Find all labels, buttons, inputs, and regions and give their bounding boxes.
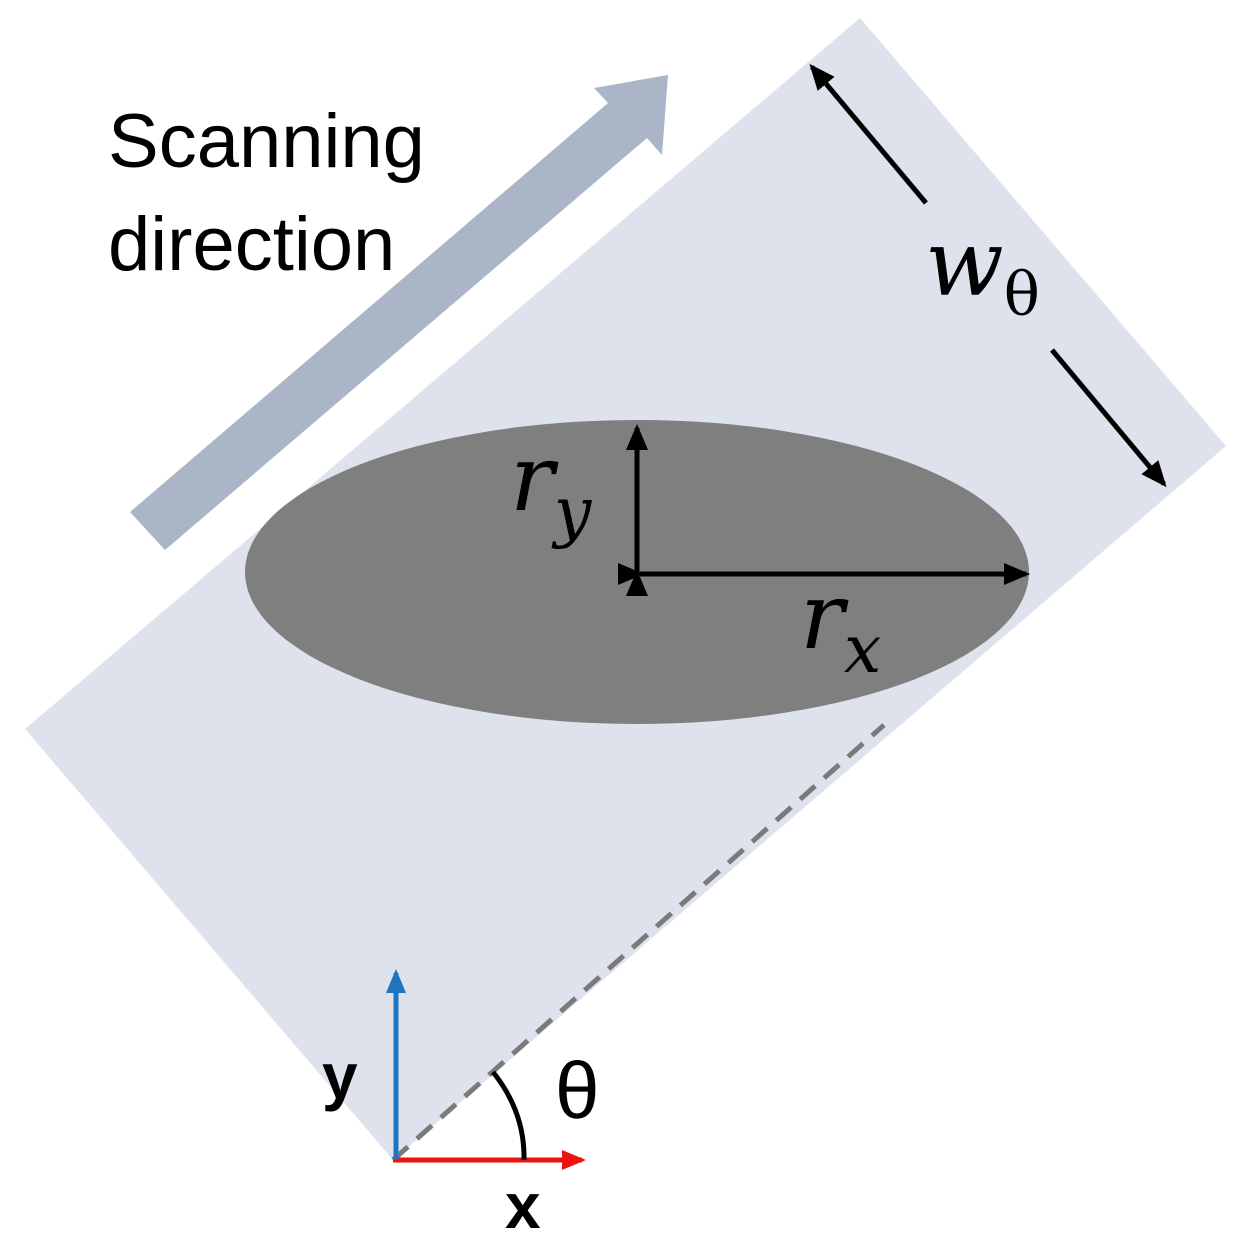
rx-label-sub: x [844, 611, 881, 688]
width-label-sub: θ [1004, 260, 1040, 330]
scanning-label-line2: direction [108, 202, 395, 287]
scanning-label-line1: Scanning [108, 99, 425, 184]
width-label: wθ [925, 210, 1040, 330]
ry-label-base: r [510, 425, 559, 532]
ry-label-sub: y [551, 473, 592, 550]
ry-label: ry [510, 425, 592, 550]
angle-arc [491, 1070, 527, 1161]
width-label-base: w [925, 210, 1004, 317]
rx-label: rx [800, 563, 881, 688]
x-axis-label: x [505, 1170, 541, 1239]
angle-label: θ [555, 1046, 600, 1135]
y-axis-label: y [322, 1040, 358, 1112]
rx-label-base: r [800, 563, 849, 670]
strip-edge-dashed-line [391, 723, 886, 1162]
width-arrow-upper [809, 63, 928, 205]
scanning-direction-arrow [130, 75, 668, 550]
width-arrow-lower [1050, 348, 1167, 488]
